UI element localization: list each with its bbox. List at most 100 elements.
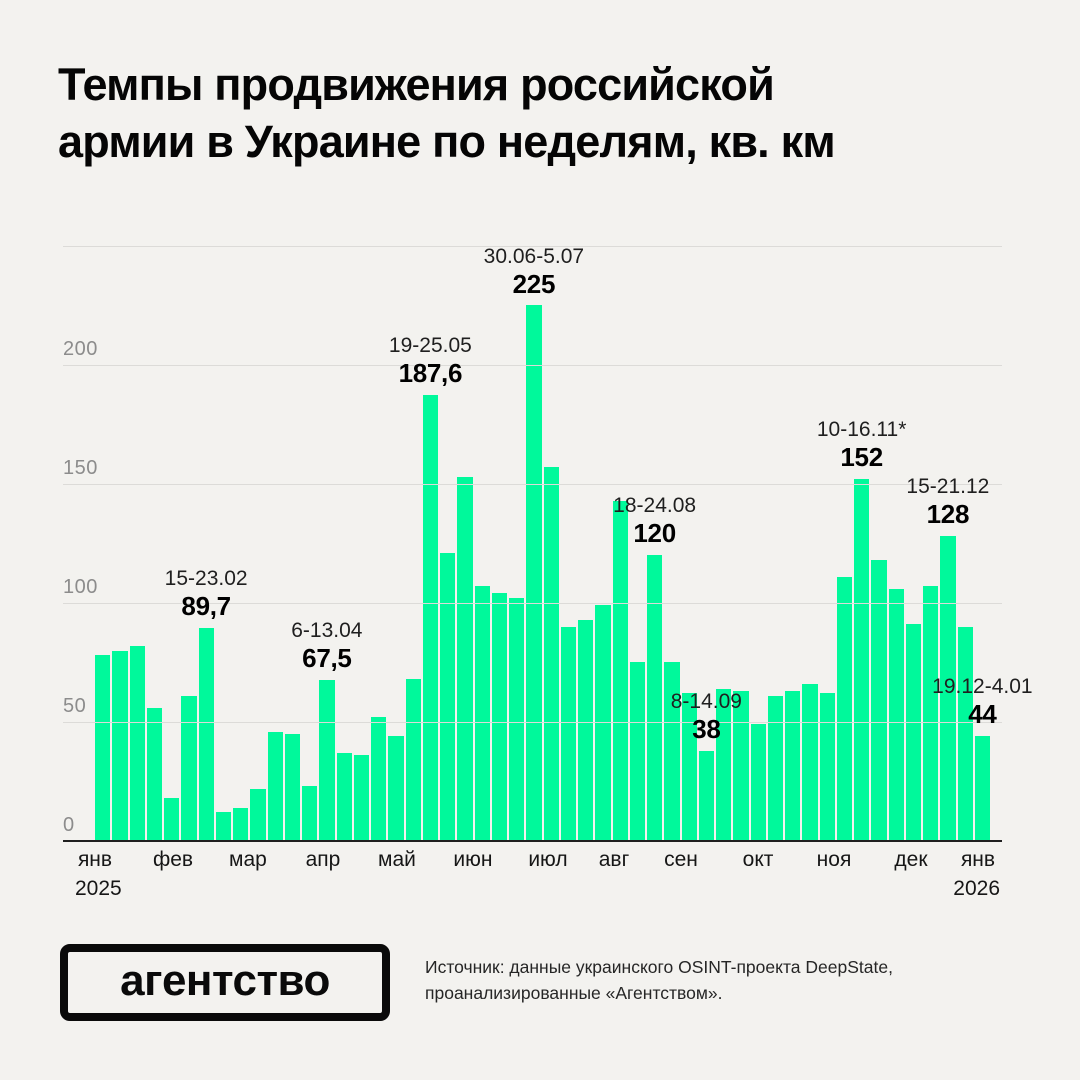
title-line-2: армии в Украине по неделям, кв. км (58, 116, 836, 167)
bar-week-34 (664, 662, 680, 841)
bar-week-11 (267, 732, 283, 841)
y-tick-label-50: 50 (63, 695, 87, 717)
bar-week-41 (785, 691, 801, 841)
month-label-10-окт: окт (742, 848, 774, 871)
month-label-13-янв: янв (960, 848, 996, 871)
bar-week-12 (284, 734, 300, 841)
bar-week-8 (215, 812, 231, 841)
bar-week-23 (474, 586, 490, 841)
bar-week-19 (405, 679, 421, 841)
bar-week-44 (836, 577, 852, 841)
bar-week-38 (733, 691, 749, 841)
bar-week-37 (716, 689, 732, 841)
gridline-150 (63, 484, 1002, 485)
annotation-30.06-5.07: 30.06-5.07 225 (484, 244, 584, 300)
bar-week-46 (871, 560, 887, 841)
bar-week-15 (336, 753, 352, 841)
bar-week-6 (181, 696, 197, 841)
bar-week-14 (319, 680, 335, 841)
title-line-1: Темпы продвижения российской (58, 59, 775, 110)
month-label-2-фев: фев (152, 848, 194, 871)
bar-week-29 (578, 620, 594, 841)
bar-week-47 (888, 589, 904, 841)
bar-week-27 (543, 467, 559, 841)
bar-week-3 (129, 646, 145, 841)
gridline-50 (63, 722, 1002, 723)
bar-week-45 (854, 479, 870, 841)
bar-week-51 (957, 627, 973, 841)
annotation-value: 120 (633, 518, 676, 549)
annotation-10-16.11*: 10-16.11* 152 (817, 417, 907, 473)
bar-week-26 (526, 305, 542, 841)
agentstvo-logo: агентство (60, 944, 390, 1021)
bar-week-49 (923, 586, 939, 841)
annotation-value: 225 (512, 268, 556, 299)
bar-week-1 (95, 655, 111, 841)
bar-week-17 (371, 717, 387, 841)
bars-container: 15-23.02 89,7 6-13.04 67,5 19-25.05 187,6 30.0… (95, 244, 1033, 841)
bar-week-2 (112, 651, 128, 841)
annotation-date: 6-13.04 (291, 619, 363, 643)
agentstvo-logo-text: агентство (120, 955, 330, 1005)
annotation-value: 44 (968, 699, 997, 730)
bar-week-5 (164, 798, 180, 841)
annotation-value: 38 (692, 713, 721, 744)
bar-week-21 (440, 553, 456, 841)
bar-week-18 (388, 736, 404, 841)
annotation-date: 18-24.08 (613, 494, 697, 518)
y-tick-label-0: 0 (63, 814, 75, 836)
bar-week-33 (647, 555, 663, 841)
month-label-9-сен: сен (664, 848, 698, 871)
annotation-date: 15-21.12 (906, 475, 990, 499)
annotation-15-21.12: 15-21.12 128 (906, 474, 989, 530)
gridline-200 (63, 365, 1002, 366)
source-line-2: проанализированные «Агентством». (425, 983, 723, 1003)
bar-week-4 (146, 708, 162, 841)
bar-week-25 (509, 598, 525, 841)
annotation-date: 8-14.09 (670, 689, 742, 713)
year-label-start: 2025 (75, 877, 122, 900)
month-label-1-янв: янв (77, 848, 113, 871)
month-label-5-май: май (378, 848, 416, 871)
annotation-8-14.09: 8-14.09 38 (671, 689, 742, 745)
annotation-value: 128 (926, 499, 970, 530)
gridline-250 (63, 246, 1002, 247)
bar-week-20 (422, 395, 438, 841)
bar-week-36 (698, 751, 714, 841)
annotation-date: 19-25.05 (388, 333, 472, 357)
weekly-advance-bar-chart: 15-23.02 89,7 6-13.04 67,5 19-25.05 187,6 30.0… (63, 244, 1033, 900)
bar-week-13 (302, 786, 318, 841)
bar-week-32 (629, 662, 645, 841)
annotation-date: 19.12-4.01 (932, 675, 1033, 699)
bar-week-7 (198, 628, 214, 841)
bar-week-10 (250, 789, 266, 841)
bar-week-48 (905, 624, 921, 841)
annotation-date: 30.06-5.07 (483, 244, 585, 268)
page-title: Темпы продвижения российской армии в Укр… (58, 56, 1018, 170)
y-tick-label-200: 200 (63, 338, 98, 360)
y-tick-label-100: 100 (63, 576, 98, 598)
year-label-end: 2026 (953, 877, 1000, 900)
month-label-8-авг: авг (598, 848, 630, 871)
month-label-4-апр: апр (305, 848, 341, 871)
bar-week-42 (802, 684, 818, 841)
annotation-date: 15-23.02 (164, 566, 248, 590)
bar-week-43 (819, 693, 835, 841)
bar-week-16 (353, 755, 369, 841)
annotation-value: 187,6 (398, 357, 463, 388)
annotation-19-25.05: 19-25.05 187,6 (389, 333, 472, 389)
bar-week-28 (560, 627, 576, 841)
bar-week-9 (233, 808, 249, 841)
month-label-11-ноя: ноя (816, 848, 852, 871)
month-label-6-июн: июн (453, 848, 493, 871)
annotation-15-23.02: 15-23.02 89,7 (165, 566, 248, 622)
annotation-18-24.08: 18-24.08 120 (613, 493, 696, 549)
bar-week-50 (940, 536, 956, 841)
month-label-7-июл: июл (528, 848, 568, 871)
bar-week-40 (767, 696, 783, 841)
month-label-3-мар: мар (229, 848, 267, 871)
annotation-value: 67,5 (302, 643, 352, 674)
bar-week-39 (750, 724, 766, 841)
annotation-6-13.04: 6-13.04 67,5 (291, 618, 362, 674)
